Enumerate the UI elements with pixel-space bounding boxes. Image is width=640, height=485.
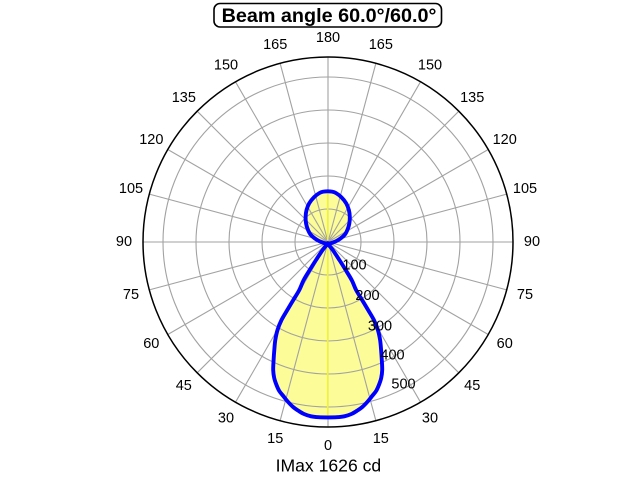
svg-text:0: 0 <box>324 438 332 454</box>
svg-text:400: 400 <box>380 348 404 364</box>
svg-text:IMax 1626 cd: IMax 1626 cd <box>276 455 382 475</box>
svg-text:90: 90 <box>524 234 540 250</box>
svg-text:500: 500 <box>391 377 415 393</box>
svg-text:135: 135 <box>172 90 196 106</box>
svg-text:120: 120 <box>139 132 163 148</box>
svg-text:15: 15 <box>373 431 389 447</box>
svg-text:90: 90 <box>116 234 132 250</box>
svg-text:150: 150 <box>418 57 442 73</box>
svg-text:100: 100 <box>342 258 366 274</box>
svg-text:180: 180 <box>316 30 340 46</box>
svg-text:30: 30 <box>218 411 234 427</box>
svg-text:75: 75 <box>123 287 139 303</box>
svg-text:105: 105 <box>119 181 143 197</box>
svg-text:15: 15 <box>267 431 283 447</box>
svg-text:165: 165 <box>263 37 287 53</box>
svg-text:60: 60 <box>497 336 513 352</box>
svg-text:Beam angle 60.0°/60.0°: Beam angle 60.0°/60.0° <box>222 5 437 27</box>
svg-text:105: 105 <box>513 181 537 197</box>
svg-text:45: 45 <box>464 378 480 394</box>
svg-text:150: 150 <box>214 57 238 73</box>
svg-text:60: 60 <box>143 336 159 352</box>
svg-text:45: 45 <box>176 378 192 394</box>
svg-text:165: 165 <box>369 37 393 53</box>
svg-text:120: 120 <box>493 132 517 148</box>
svg-text:135: 135 <box>460 90 484 106</box>
svg-text:75: 75 <box>517 287 533 303</box>
svg-text:300: 300 <box>368 319 392 335</box>
svg-text:30: 30 <box>422 411 438 427</box>
svg-text:200: 200 <box>355 288 379 304</box>
